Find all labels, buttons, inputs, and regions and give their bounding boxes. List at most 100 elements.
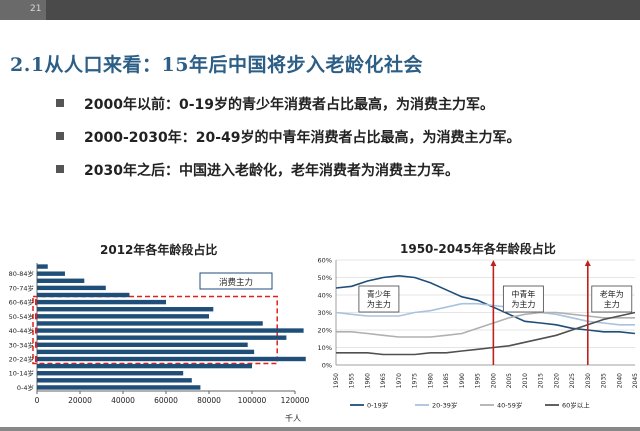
marker-arrowhead [584, 260, 591, 266]
x-tick-label: 1975 [412, 373, 419, 388]
bar [37, 321, 263, 326]
marker-label: 老年为 [600, 289, 624, 299]
x-tick-label: 0 [35, 396, 40, 405]
y-tick-label: 10% [318, 344, 332, 352]
series-line [336, 311, 636, 356]
marker-label: 主力 [604, 299, 620, 309]
y-tick-label: 60% [318, 257, 332, 265]
highlight-tick-mark [35, 356, 37, 362]
x-tick-label: 2025 [569, 373, 576, 388]
legend-label: 0-19岁 [367, 401, 388, 410]
marker-label-box [591, 285, 633, 313]
legend-label: 40-59岁 [497, 401, 522, 410]
marker-label: 为主力 [511, 299, 535, 309]
bar [37, 285, 106, 291]
square-bullet-icon [56, 132, 64, 140]
bottom-bar [0, 427, 640, 431]
y-tick-label: 0% [322, 362, 332, 370]
y-tick-label: 60-64岁 [9, 298, 34, 307]
slide-title: 2.1从人口来看：15年后中国将步入老龄化社会 [10, 54, 423, 76]
x-tick-label: 1955 [349, 373, 356, 388]
y-tick-label: 20-24岁 [9, 355, 34, 364]
highlight-tick-mark [35, 299, 37, 306]
x-tick-label: 2000 [490, 373, 497, 388]
highlight-tick-mark [35, 313, 37, 320]
y-tick-label: 10-14岁 [9, 369, 34, 378]
bar-chart-title: 2012年各年龄段占比 [100, 243, 218, 257]
x-tick-label: 1995 [475, 373, 482, 388]
x-tick-label: 2015 [538, 373, 545, 388]
x-tick-label: 20000 [68, 396, 92, 405]
y-tick-label: 30% [318, 309, 332, 317]
x-tick-label: 2005 [506, 373, 513, 388]
bar [37, 363, 252, 369]
marker-label-box [502, 285, 544, 313]
bullet-text: 2000年以前：0-19岁的青少年消费者占比最高，为消费主力军。 [84, 97, 494, 113]
bar [37, 271, 65, 276]
annotation-label: 为主力 [367, 299, 391, 309]
top-bar: 21 [0, 0, 640, 20]
line-chart-title: 1950-2045年各年龄段占比 [400, 242, 556, 256]
bullet-text: 2030年之后：中国进入老龄化，老年消费者为消费主力军。 [84, 163, 459, 179]
bar [37, 349, 255, 355]
x-tick-label: 2020 [553, 373, 560, 388]
y-tick-label: 20% [318, 327, 332, 335]
bar [37, 371, 184, 376]
x-tick-label: 80000 [197, 396, 221, 405]
top-bar-left-block [0, 0, 46, 20]
highlight-tick-mark [35, 341, 37, 348]
x-tick-label: 1950 [333, 373, 340, 388]
bar [37, 292, 130, 298]
square-bullet-icon [56, 99, 64, 107]
bar [37, 307, 214, 312]
age-bar-chart: 0-4岁 10-14岁 20-24岁 30-34岁 40-44岁 50-54岁 60-64岁… [9, 263, 310, 423]
legend-label: 20-39岁 [432, 401, 457, 410]
series-line [336, 311, 635, 338]
x-tick-label: 2010 [522, 373, 529, 388]
bar [37, 335, 287, 340]
x-tick-label: 1985 [443, 373, 450, 388]
annotation-label: 青少年 [367, 289, 391, 299]
legend-label: 60岁以上 [562, 401, 590, 410]
annotation-box [199, 272, 273, 290]
bar [37, 328, 304, 333]
series-line [335, 274, 636, 335]
annotation-box [358, 285, 400, 313]
x-tick-label: 1960 [364, 373, 371, 388]
square-bullet-icon [56, 165, 64, 173]
x-tick-label: 1990 [459, 373, 466, 388]
highlight-tick-mark [35, 327, 37, 334]
x-tick-label: 40000 [111, 396, 135, 405]
y-tick-label: 40% [318, 292, 332, 300]
bar [37, 385, 201, 390]
y-tick-label: 80-84岁 [9, 269, 34, 278]
series-line [335, 302, 635, 326]
x-tick-label: 1970 [396, 373, 403, 388]
x-tick-label: 60000 [154, 396, 178, 405]
y-tick-label: 30-34岁 [9, 340, 34, 349]
y-tick-label: 50% [318, 274, 332, 282]
annotation-label: 消费主力 [219, 277, 253, 288]
bullet-text: 2000-2030年：20-49岁的中青年消费者占比最高，为消费主力军。 [84, 130, 521, 146]
marker-arrowhead [490, 260, 497, 266]
x-tick-label: 2045 [632, 373, 639, 388]
y-tick-label: 50-54岁 [9, 312, 34, 321]
x-tick-label: 2030 [585, 373, 592, 388]
bar [37, 314, 209, 319]
bar [37, 299, 166, 305]
y-tick-label: 0-4岁 [17, 383, 34, 392]
x-tick-label: 1965 [380, 373, 387, 388]
x-tick-label: 1980 [427, 373, 434, 388]
bar [37, 278, 85, 283]
x-tick-label: 2040 [616, 373, 623, 388]
page-number: 21 [30, 4, 42, 14]
x-tick-label: 2035 [601, 373, 608, 388]
x-tick-label: 120000 [281, 396, 310, 405]
bar [37, 356, 306, 362]
x-axis-label: 千人 [285, 413, 301, 423]
y-tick-label: 70-74岁 [9, 283, 34, 292]
age-line-chart: 0% 10% 20% 30% 40% 50% 60% 1950 1955 1960 1965 1970… [318, 257, 639, 410]
bar [37, 264, 48, 269]
y-tick-label: 40-44岁 [9, 326, 34, 335]
bar [37, 342, 248, 347]
